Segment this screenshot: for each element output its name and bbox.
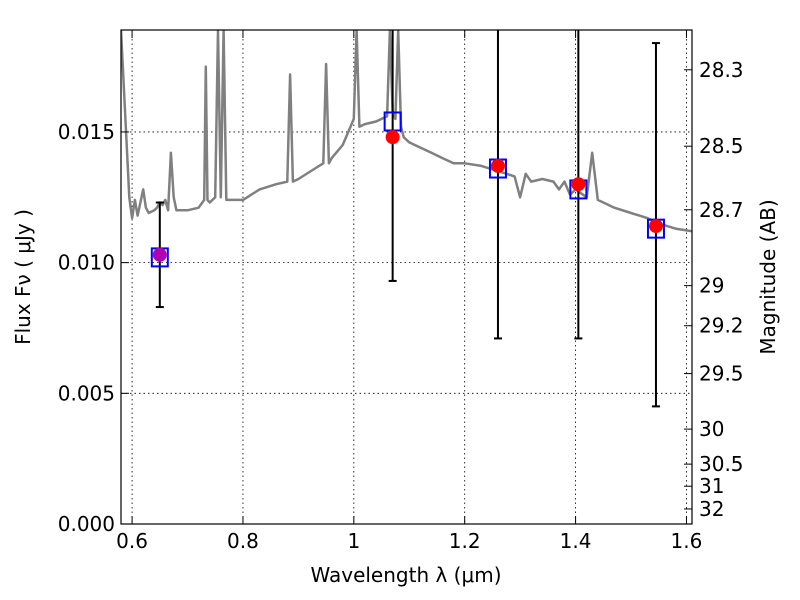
x-axis-label: Wavelength λ (μm) bbox=[310, 563, 501, 587]
spectrum-line bbox=[121, 30, 692, 233]
data-layer bbox=[121, 30, 692, 233]
y2-tick-label: 31 bbox=[699, 474, 724, 498]
x-tick-label: 0.6 bbox=[116, 529, 148, 553]
x-tick-label: 1.4 bbox=[560, 529, 592, 553]
y-axis-label: Flux Fν ( μJy ) bbox=[11, 209, 35, 345]
x-tick-label: 0.8 bbox=[227, 529, 259, 553]
photometry-point bbox=[152, 247, 167, 262]
photometry-point bbox=[571, 177, 586, 192]
plot-frame bbox=[120, 29, 693, 525]
x-tick-label: 1 bbox=[347, 529, 360, 553]
y-tick-label: 0.015 bbox=[58, 120, 115, 144]
y2-tick-label: 30 bbox=[699, 417, 724, 441]
y2-axis-label: Magnitude (AB) bbox=[756, 199, 780, 354]
y2-tick-label: 28.7 bbox=[699, 198, 744, 222]
y2-tick-label: 30.5 bbox=[699, 452, 744, 476]
photometry-points bbox=[150, 30, 665, 408]
y2-tick-label: 29 bbox=[699, 274, 724, 298]
y2-tick-label: 28.5 bbox=[699, 134, 744, 158]
y2-tick-label: 29.5 bbox=[699, 362, 744, 386]
x-tick-label: 1.6 bbox=[671, 529, 703, 553]
y2-tick-label: 32 bbox=[699, 497, 724, 521]
y-tick-label: 0.005 bbox=[58, 381, 115, 405]
y2-tick-label: 28.3 bbox=[699, 58, 744, 82]
y-tick-label: 0.010 bbox=[58, 251, 115, 275]
axis-ticks: 0.6 0.8 1 1.2 1.4 1.6 0.000 0.005 0.010 0.015 28.3… bbox=[58, 30, 744, 553]
photometry-point bbox=[648, 219, 663, 234]
photometry-point bbox=[385, 130, 400, 145]
x-tick-label: 1.2 bbox=[449, 529, 481, 553]
y-tick-label: 0.000 bbox=[58, 512, 115, 536]
y2-tick-label: 29.2 bbox=[699, 314, 744, 338]
photometry-point bbox=[490, 158, 505, 173]
